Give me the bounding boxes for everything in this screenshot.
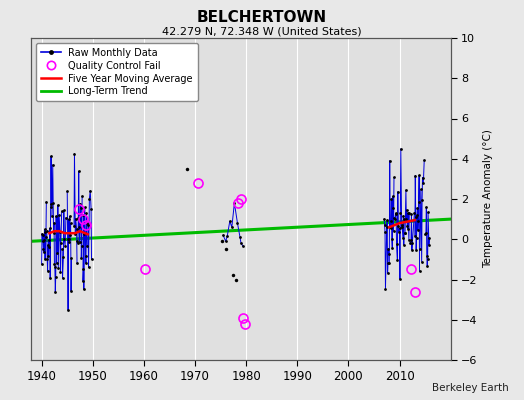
Y-axis label: Temperature Anomaly (°C): Temperature Anomaly (°C) (483, 130, 493, 268)
Text: BELCHERTOWN: BELCHERTOWN (197, 10, 327, 25)
Text: 42.279 N, 72.348 W (United States): 42.279 N, 72.348 W (United States) (162, 26, 362, 36)
Text: Berkeley Earth: Berkeley Earth (432, 383, 508, 393)
Legend: Raw Monthly Data, Quality Control Fail, Five Year Moving Average, Long-Term Tren: Raw Monthly Data, Quality Control Fail, … (36, 43, 198, 101)
